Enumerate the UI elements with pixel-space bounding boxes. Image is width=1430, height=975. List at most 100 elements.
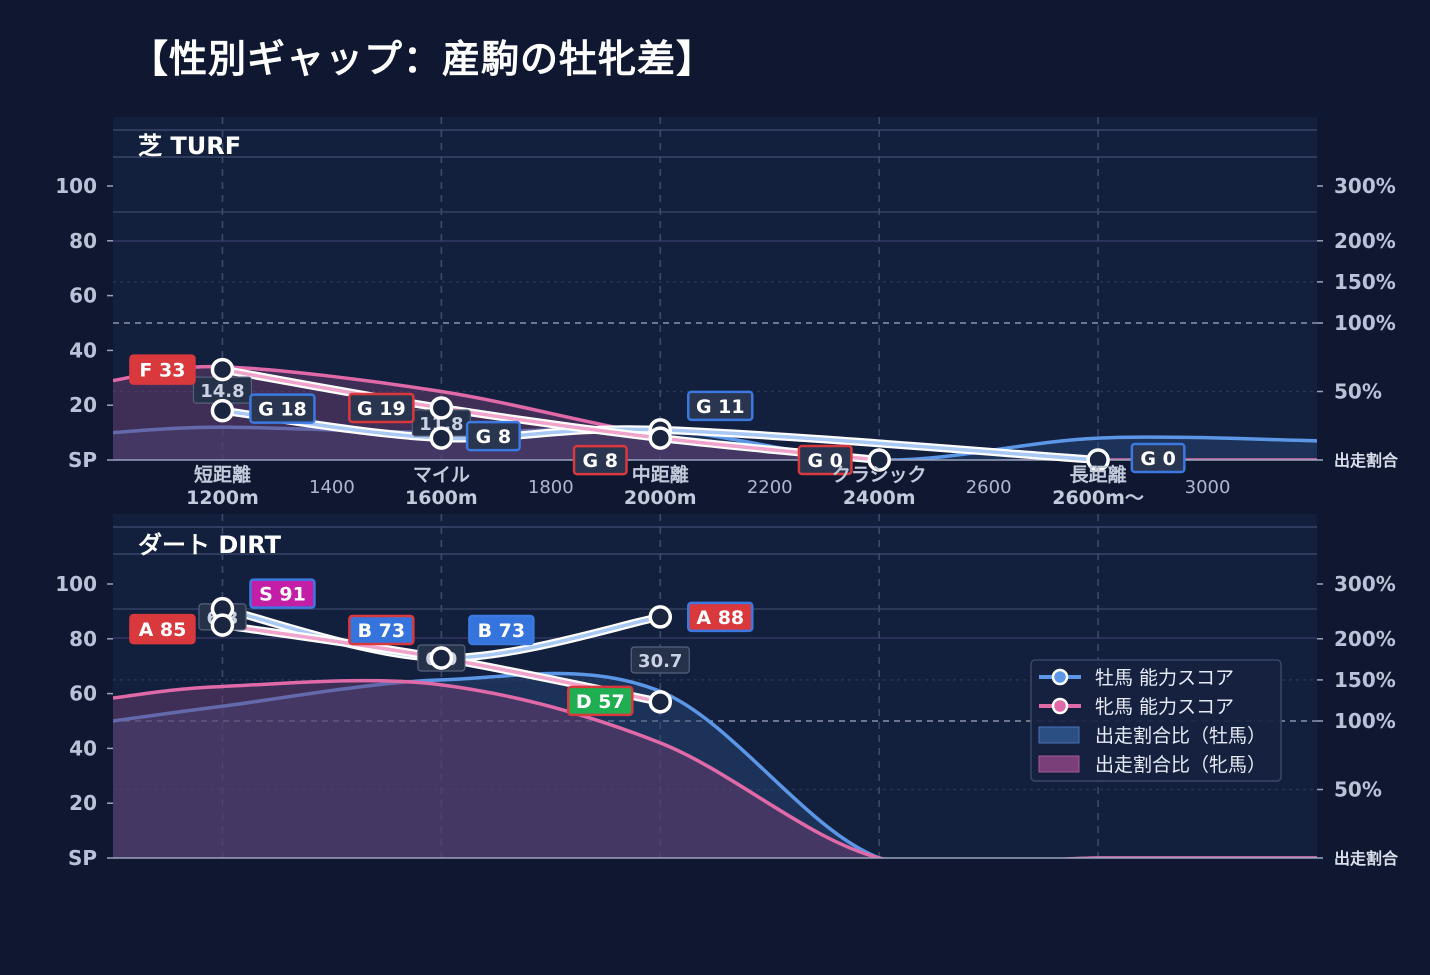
x-axis: 短距離1200mマイル1600m中距離2000mクラシック2400m長距離260… (186, 463, 1230, 509)
grade-tag (348, 614, 415, 646)
grade-tag (567, 685, 634, 717)
x-category-distance: 2600m〜 (1052, 487, 1144, 509)
right-tick-label: 100% (1334, 311, 1396, 335)
grade-tag-label: D 57 (576, 691, 625, 713)
grade-tag (468, 614, 535, 646)
grade-tag-label: G 0 (1140, 448, 1175, 470)
legend-box (1030, 659, 1282, 782)
grade-tag-label: S 91 (259, 584, 306, 606)
y-tick-label: 80 (69, 229, 97, 253)
panel-title: 芝 TURF (138, 132, 241, 160)
y-tick-label: 40 (69, 338, 97, 362)
grade-tag-label: G 8 (476, 426, 511, 448)
female-score-point (210, 613, 235, 637)
x-category-label: 中距離 (632, 463, 689, 486)
x-numeric-tick: 3000 (1185, 477, 1231, 498)
grade-tag-label: A 88 (696, 607, 744, 629)
grade-tag-label: G 0 (807, 450, 842, 472)
x-category-distance: 1600m (405, 487, 478, 509)
legend-label: 出走割合比（牡馬） (1095, 725, 1266, 747)
right-tick-label: 200% (1334, 627, 1396, 651)
ratio-label: 30.7 (638, 651, 682, 672)
grade-tag (465, 420, 521, 452)
x-category-label: 短距離 (194, 463, 251, 486)
dirt-panel: SP 20 40 60 80 100 出走割合 50% 100% 150% 200% 300% ダート … (55, 514, 1399, 870)
legend-point-swatch (1051, 668, 1069, 686)
right-tick-label: 300% (1334, 572, 1396, 596)
male-score-point (648, 605, 673, 629)
female-score-line (220, 367, 881, 462)
right-tick-label: 200% (1334, 229, 1396, 253)
grade-tag (687, 390, 754, 422)
y-tick-label: SP (68, 448, 97, 472)
grade-tag-label: A 85 (139, 619, 187, 641)
grade-tag (797, 444, 853, 476)
legend-label: 牡馬 能力スコア (1095, 667, 1234, 689)
x-numeric-tick: 2600 (966, 477, 1012, 498)
right-tick-label: 150% (1334, 668, 1396, 692)
grade-tag-label: B 73 (358, 620, 406, 642)
right-tick-label: 出走割合 (1334, 849, 1399, 868)
x-numeric-tick: 1400 (309, 477, 355, 498)
y-tick-label: 80 (69, 627, 97, 651)
y-tick-label: 100 (55, 572, 97, 596)
y-tick-label: 60 (69, 284, 97, 308)
turf-panel: SP 20 40 60 80 100 出走割合 50% 100% 150% 200% 300% 芝 TU… (55, 117, 1399, 476)
grade-tag-label: F 33 (139, 360, 185, 382)
grade-tag (129, 613, 196, 645)
grade-tag (572, 444, 628, 476)
legend-label: 牝馬 能力スコア (1095, 696, 1234, 718)
female-score-point (648, 426, 673, 450)
grade-tag (249, 393, 316, 424)
x-numeric-tick: 1800 (528, 477, 574, 498)
grade-tag-label: G 19 (357, 398, 406, 420)
female-share-line (113, 678, 1317, 858)
female-score-point (867, 448, 891, 472)
grade-tag-label: G 11 (696, 396, 745, 418)
ratio-label-box (630, 646, 690, 674)
right-tick-label: 300% (1334, 174, 1396, 198)
x-category-distance: 2400m (843, 487, 916, 509)
y-tick-label: 100 (55, 174, 97, 198)
chart-title: 【性別ギャップ：産駒の牡牝差】 (130, 37, 716, 81)
y-tick-label: SP (68, 846, 97, 870)
x-category-distance: 1200m (186, 487, 259, 509)
legend-point-swatch (1051, 697, 1069, 715)
grade-tag-label: G 18 (258, 399, 307, 421)
right-tick-label: 100% (1334, 709, 1396, 733)
grade-tag (348, 392, 415, 424)
x-category-label: マイル (413, 464, 470, 486)
ratio-label: 11.8 (419, 414, 463, 435)
female-share-area (113, 680, 1317, 858)
right-tick-label: 50% (1334, 380, 1382, 404)
x-category-label: クラシック (832, 464, 927, 486)
male-score-point (429, 426, 454, 450)
grade-tag (687, 601, 754, 633)
grade-tag (249, 578, 316, 609)
right-tick-label: 出走割合 (1334, 451, 1399, 470)
x-category-label: 長距離 (1070, 463, 1127, 486)
x-category-distance: 2000m (624, 487, 697, 509)
female-score-point (210, 357, 235, 382)
grade-tag-label: B 73 (478, 620, 526, 642)
grade-tag-label: G 8 (583, 450, 618, 472)
y-tick-label: 40 (69, 736, 97, 760)
y-tick-label: 20 (69, 393, 97, 417)
right-tick-label: 50% (1334, 778, 1382, 802)
ratio-label: 14.8 (200, 381, 244, 402)
y-tick-label: 60 (69, 682, 97, 706)
grade-tag (129, 354, 196, 385)
right-tick-label: 150% (1334, 270, 1396, 294)
legend-fill-swatch (1038, 726, 1080, 744)
female-score-point (429, 646, 454, 670)
legend-label: 出走割合比（牝馬） (1095, 754, 1266, 776)
female-score-point (648, 690, 673, 714)
male-score-point (210, 398, 235, 423)
female-score-point (429, 396, 454, 420)
x-numeric-tick: 2200 (747, 477, 793, 498)
y-tick-label: 20 (69, 791, 97, 815)
male-score-point (1086, 448, 1110, 472)
legend-fill-swatch (1038, 755, 1080, 773)
